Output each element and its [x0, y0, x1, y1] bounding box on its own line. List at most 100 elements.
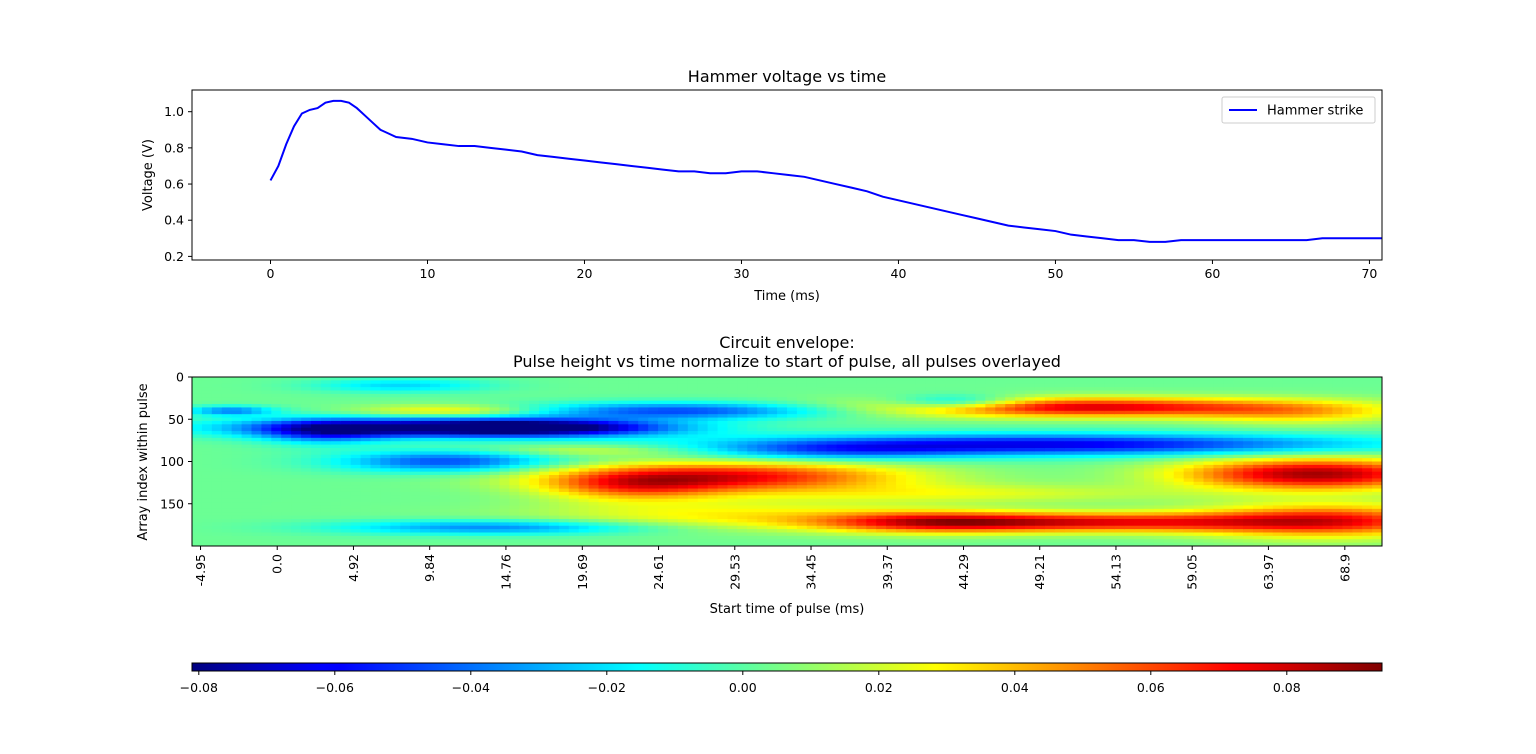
- heatmap-cell: [459, 475, 471, 479]
- heatmap-cell: [261, 488, 272, 493]
- heatmap-cell: [301, 444, 312, 449]
- heatmap-cell: [568, 518, 580, 523]
- heatmap-cell: [1094, 532, 1105, 537]
- heatmap-cell: [241, 495, 253, 500]
- heatmap-cell: [826, 404, 838, 409]
- heatmap-cell: [816, 383, 828, 388]
- heatmap-cell: [430, 407, 441, 412]
- heatmap-cell: [608, 393, 620, 398]
- heatmap-cell: [737, 495, 748, 500]
- heatmap-cell: [995, 397, 1006, 402]
- heatmap-cell: [955, 505, 967, 510]
- heatmap-cell: [876, 431, 887, 436]
- heatmap-cell: [241, 431, 253, 436]
- heatmap-cell: [509, 393, 520, 398]
- heatmap-cell: [449, 427, 461, 432]
- heatmap-cell: [806, 397, 818, 402]
- heatmap-cell: [311, 441, 322, 446]
- heatmap-cell: [638, 380, 649, 385]
- heatmap-cell: [826, 427, 838, 432]
- heatmap-cell: [489, 377, 501, 381]
- heatmap-cell: [390, 522, 401, 527]
- heatmap-cell: [350, 397, 362, 402]
- heatmap-cell: [251, 488, 263, 493]
- heatmap-cell: [608, 488, 620, 493]
- heatmap-cell: [588, 427, 600, 432]
- heatmap-cell: [1094, 485, 1105, 490]
- heatmap-cell: [796, 475, 808, 479]
- heatmap-cell: [558, 404, 570, 409]
- heatmap-cell: [509, 478, 520, 483]
- heatmap-cell: [261, 441, 272, 446]
- heatmap-cell: [598, 434, 610, 439]
- heatmap-cell: [697, 458, 709, 463]
- heatmap-cell: [301, 491, 312, 496]
- heatmap-cell: [201, 502, 213, 507]
- heatmap-cell: [519, 447, 530, 452]
- heatmap-cell: [658, 451, 669, 456]
- heatmap-cell: [737, 400, 748, 405]
- heatmap-cell: [836, 420, 848, 425]
- heatmap-cell: [489, 488, 501, 493]
- heatmap-cell: [618, 461, 629, 466]
- heatmap-cell: [816, 475, 828, 479]
- heatmap-cell: [311, 525, 322, 530]
- heatmap-cell: [757, 458, 768, 463]
- heatmap-cell: [320, 518, 332, 523]
- heatmap-cell: [965, 387, 977, 392]
- heatmap-cell: [1074, 444, 1086, 449]
- heatmap-cell: [668, 431, 679, 436]
- heatmap-cell: [301, 518, 312, 523]
- heatmap-cell: [806, 377, 818, 381]
- heatmap-cell: [757, 505, 768, 510]
- heatmap-cell: [588, 505, 600, 510]
- heatmap-cell: [390, 461, 401, 466]
- heatmap-cell: [360, 471, 372, 476]
- heatmap-cell: [737, 417, 748, 422]
- heatmap-cell: [985, 414, 996, 419]
- heatmap-cell: [985, 498, 996, 503]
- heatmap-cell: [866, 488, 877, 493]
- heatmap-cell: [380, 529, 391, 534]
- heatmap-cell: [1144, 491, 1155, 496]
- heatmap-cell: [856, 488, 867, 493]
- heatmap-cell: [658, 404, 669, 409]
- heatmap-cell: [350, 410, 362, 415]
- heatmap-cell: [449, 495, 461, 500]
- heatmap-cell: [330, 515, 342, 520]
- heatmap-cell: [747, 444, 758, 449]
- heatmap-cell: [281, 424, 292, 429]
- heatmap-cell: [767, 377, 778, 381]
- heatmap-cell: [539, 532, 550, 537]
- heatmap-cell: [668, 444, 679, 449]
- heatmap-cell: [945, 377, 957, 381]
- heatmap-cell: [380, 451, 391, 456]
- heatmap-cell: [975, 539, 986, 544]
- heatmap-cell: [380, 427, 391, 432]
- heatmap-cell: [231, 475, 243, 479]
- heatmap-cell: [221, 461, 233, 466]
- heatmap-cell: [658, 488, 669, 493]
- heatmap-cell: [638, 532, 649, 537]
- heatmap-cell: [529, 417, 540, 422]
- heatmap-cell: [697, 410, 709, 415]
- heatmap-cell: [439, 471, 451, 476]
- heatmap-cell: [618, 383, 629, 388]
- heatmap-cell: [717, 427, 729, 432]
- heatmap-cell: [1015, 390, 1026, 395]
- heatmap-cell: [251, 525, 263, 530]
- heatmap-cell: [588, 441, 600, 446]
- heatmap-cell: [1064, 377, 1076, 381]
- heatmap-cell: [876, 485, 887, 490]
- heatmap-cell: [360, 431, 372, 436]
- heatmap-cell: [578, 488, 590, 493]
- heatmap-cell: [787, 404, 798, 409]
- heatmap-cell: [459, 515, 471, 520]
- heatmap-cell: [241, 481, 253, 486]
- heatmap-cell: [1094, 434, 1105, 439]
- heatmap-cell: [241, 400, 253, 405]
- heatmap-cell: [439, 458, 451, 463]
- heatmap-cell: [370, 461, 382, 466]
- heatmap-cell: [836, 454, 848, 459]
- heatmap-cell: [995, 420, 1006, 425]
